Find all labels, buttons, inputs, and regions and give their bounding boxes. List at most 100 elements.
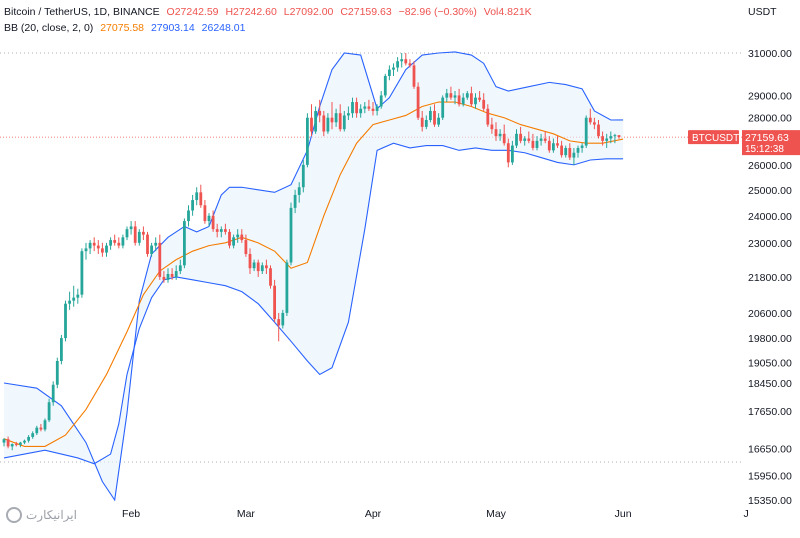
candle (113, 234, 117, 246)
y-tick-label: 15950.00 (748, 471, 792, 483)
candle (576, 145, 580, 158)
candle (568, 143, 572, 160)
candle (236, 229, 240, 243)
bb-upper-value: 27903.14 (150, 22, 195, 34)
bb-lower-value: 26248.01 (201, 22, 246, 34)
candle (105, 242, 108, 257)
candle-body (400, 59, 404, 62)
candle (265, 259, 268, 274)
candle (617, 135, 621, 139)
candle-body (347, 113, 350, 116)
watermark-text: ایرانیکارت (26, 508, 77, 522)
indicator-name[interactable]: BB (20, close, 2, 0) (4, 22, 94, 34)
candle-body (224, 229, 227, 232)
candle (224, 223, 227, 235)
candle (527, 131, 531, 144)
candle-body (72, 297, 76, 301)
candle-body (379, 95, 383, 107)
candle (178, 259, 182, 274)
x-tick-label: Feb (122, 508, 140, 520)
candle (457, 88, 461, 107)
bb-band-fill (4, 51, 624, 500)
candle-body (552, 143, 555, 151)
candle-body (174, 271, 178, 277)
candle (375, 104, 379, 116)
candle (535, 136, 539, 151)
candle-body (560, 145, 563, 156)
candle-body (342, 115, 346, 130)
candle (363, 102, 367, 114)
candle (379, 91, 383, 109)
candle (420, 110, 424, 132)
x-tick-label: J (743, 508, 748, 520)
candle (92, 237, 96, 252)
candle (347, 106, 350, 121)
candle-body (613, 135, 617, 137)
candle-body (355, 102, 358, 114)
candle-body (597, 124, 600, 137)
candle (55, 357, 59, 389)
candle-body (511, 145, 514, 163)
candle-body (146, 234, 149, 254)
candle (125, 226, 129, 241)
candle-body (330, 117, 334, 123)
candle (293, 189, 297, 214)
candle-body (445, 93, 449, 98)
candle (60, 334, 63, 365)
candle-body (154, 242, 158, 246)
candle (494, 122, 498, 141)
candle (461, 93, 465, 107)
candle (539, 133, 543, 146)
candle (31, 431, 35, 439)
candle (240, 229, 244, 243)
candle-body (482, 99, 486, 109)
candle-body (14, 444, 18, 446)
candle-body (617, 135, 621, 138)
candle (359, 104, 363, 118)
price-tag-value: 27159.63 (745, 132, 789, 144)
candle (552, 138, 555, 153)
candle (310, 104, 313, 137)
currency-label: USDT (748, 6, 777, 18)
candle (195, 187, 199, 206)
candle-body (252, 262, 256, 269)
y-tick-label: 24000.00 (748, 211, 792, 223)
y-tick-label: 19050.00 (748, 358, 792, 370)
candle-body (601, 136, 604, 141)
candle-body (318, 110, 322, 116)
candle (388, 65, 391, 81)
candle (490, 117, 494, 134)
candle-body (449, 93, 453, 98)
candle-body (166, 273, 170, 280)
y-tick-label: 29000.00 (748, 90, 792, 102)
candle (326, 113, 330, 134)
x-tick-label: Mar (237, 508, 256, 520)
candle (248, 248, 252, 274)
candle-body (31, 433, 35, 437)
candle-body (289, 207, 293, 263)
candle-body (306, 117, 309, 165)
candle-body (101, 248, 104, 253)
candle-body (371, 108, 375, 111)
candle (613, 133, 617, 144)
candle (260, 262, 264, 274)
symbol-title[interactable]: Bitcoin / TetherUS, 1D, BINANCE (4, 6, 160, 18)
candle-body (113, 240, 117, 243)
y-tick-label: 16650.00 (748, 443, 792, 455)
candle (64, 300, 67, 342)
candle (211, 210, 215, 232)
candle-body (404, 59, 408, 64)
candle (84, 242, 88, 260)
candle-body (572, 152, 576, 158)
candle (306, 113, 309, 168)
candle-body (68, 300, 71, 304)
candle (133, 221, 137, 246)
candle (162, 271, 166, 283)
candle-body (429, 110, 432, 121)
candle (27, 435, 30, 443)
candle-body (408, 63, 412, 66)
candle-body (424, 120, 428, 127)
candle (187, 205, 190, 227)
